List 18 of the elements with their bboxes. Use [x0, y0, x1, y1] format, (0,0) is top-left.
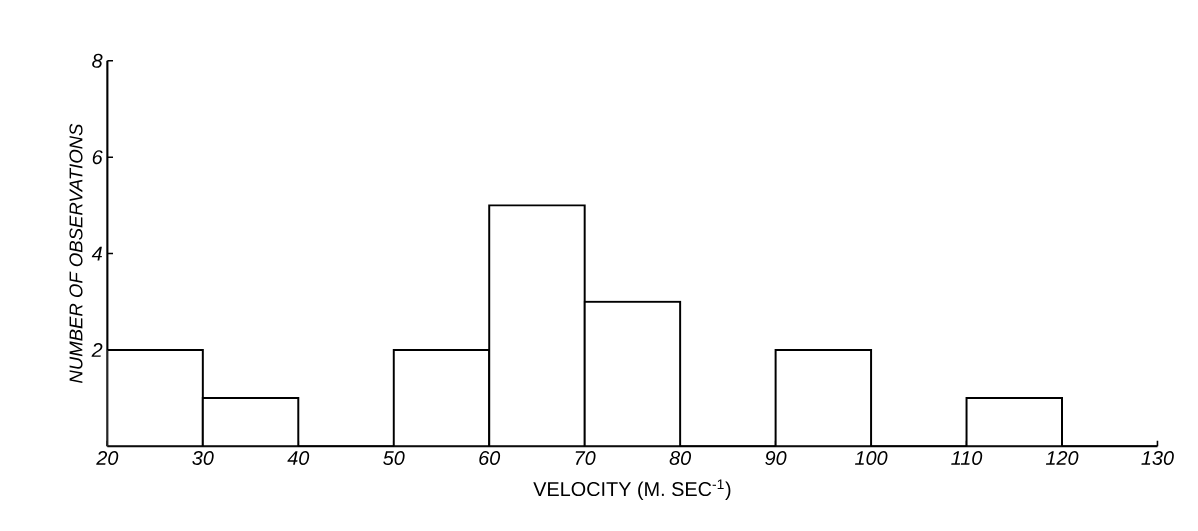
x-tick-label: 100	[855, 450, 888, 465]
y-axis-title: NUMBER OF OBSERVATIONS	[69, 123, 83, 383]
x-tick-label: 20	[96, 450, 119, 465]
y-tick-label: 8	[92, 53, 103, 68]
x-tick-label: 50	[383, 450, 405, 465]
x-tick-label: 60	[479, 450, 501, 465]
x-tick-label: 80	[669, 450, 692, 465]
x-tick-label: 40	[287, 450, 310, 465]
x-tick-label: 30	[192, 450, 214, 465]
y-tick-label: 2	[91, 342, 103, 357]
x-tick-label: 130	[1141, 450, 1174, 465]
x-tick-label: 70	[575, 450, 596, 465]
x-tick-label: 110	[951, 450, 983, 465]
x-axis-title: VELOCITY (M. SEC$^{-1}$)	[533, 479, 731, 500]
x-tick-label: 120	[1045, 450, 1079, 465]
y-tick-label: 6	[92, 149, 103, 165]
y-tick-label: 4	[91, 246, 102, 261]
x-tick-label: 90	[765, 450, 787, 465]
